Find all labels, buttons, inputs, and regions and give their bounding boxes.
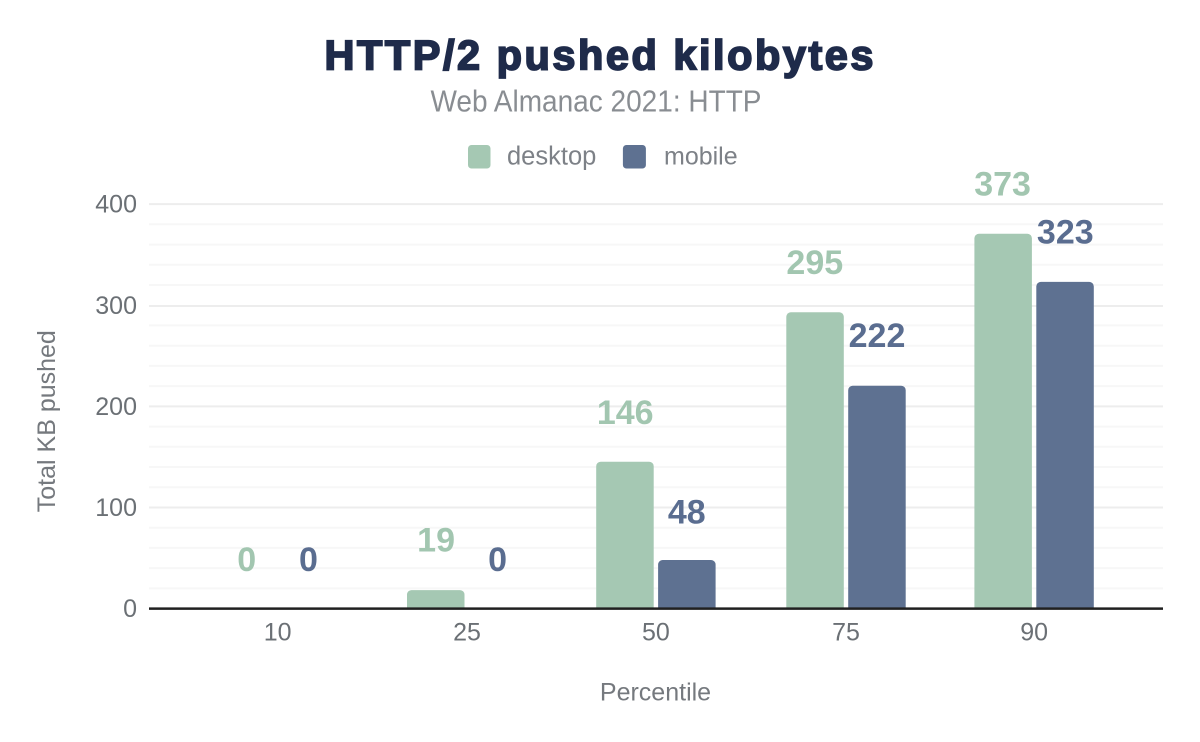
svg-text:146: 146 — [597, 394, 654, 432]
svg-text:0: 0 — [237, 541, 256, 579]
svg-text:0: 0 — [488, 541, 507, 579]
svg-text:90: 90 — [1020, 619, 1048, 647]
svg-text:Percentile: Percentile — [600, 678, 711, 706]
svg-text:19: 19 — [417, 522, 455, 560]
svg-text:HTTP/2 pushed kilobytes: HTTP/2 pushed kilobytes — [325, 31, 874, 78]
svg-text:200: 200 — [95, 393, 137, 421]
svg-text:300: 300 — [95, 292, 137, 320]
svg-text:222: 222 — [849, 317, 906, 355]
svg-text:0: 0 — [123, 595, 137, 623]
svg-text:25: 25 — [453, 619, 481, 647]
svg-text:50: 50 — [642, 619, 670, 647]
svg-text:Total KB pushed: Total KB pushed — [33, 330, 61, 512]
svg-text:100: 100 — [95, 494, 137, 522]
svg-text:373: 373 — [974, 166, 1031, 204]
svg-text:0: 0 — [299, 541, 318, 579]
svg-text:48: 48 — [668, 493, 706, 531]
svg-text:75: 75 — [832, 619, 860, 647]
svg-text:Web Almanac 2021: HTTP: Web Almanac 2021: HTTP — [431, 85, 762, 119]
svg-text:295: 295 — [786, 244, 843, 282]
svg-text:400: 400 — [95, 191, 137, 219]
svg-text:desktop: desktop — [507, 142, 596, 170]
svg-text:10: 10 — [264, 619, 292, 647]
svg-text:323: 323 — [1037, 214, 1094, 252]
svg-text:mobile: mobile — [664, 142, 738, 170]
